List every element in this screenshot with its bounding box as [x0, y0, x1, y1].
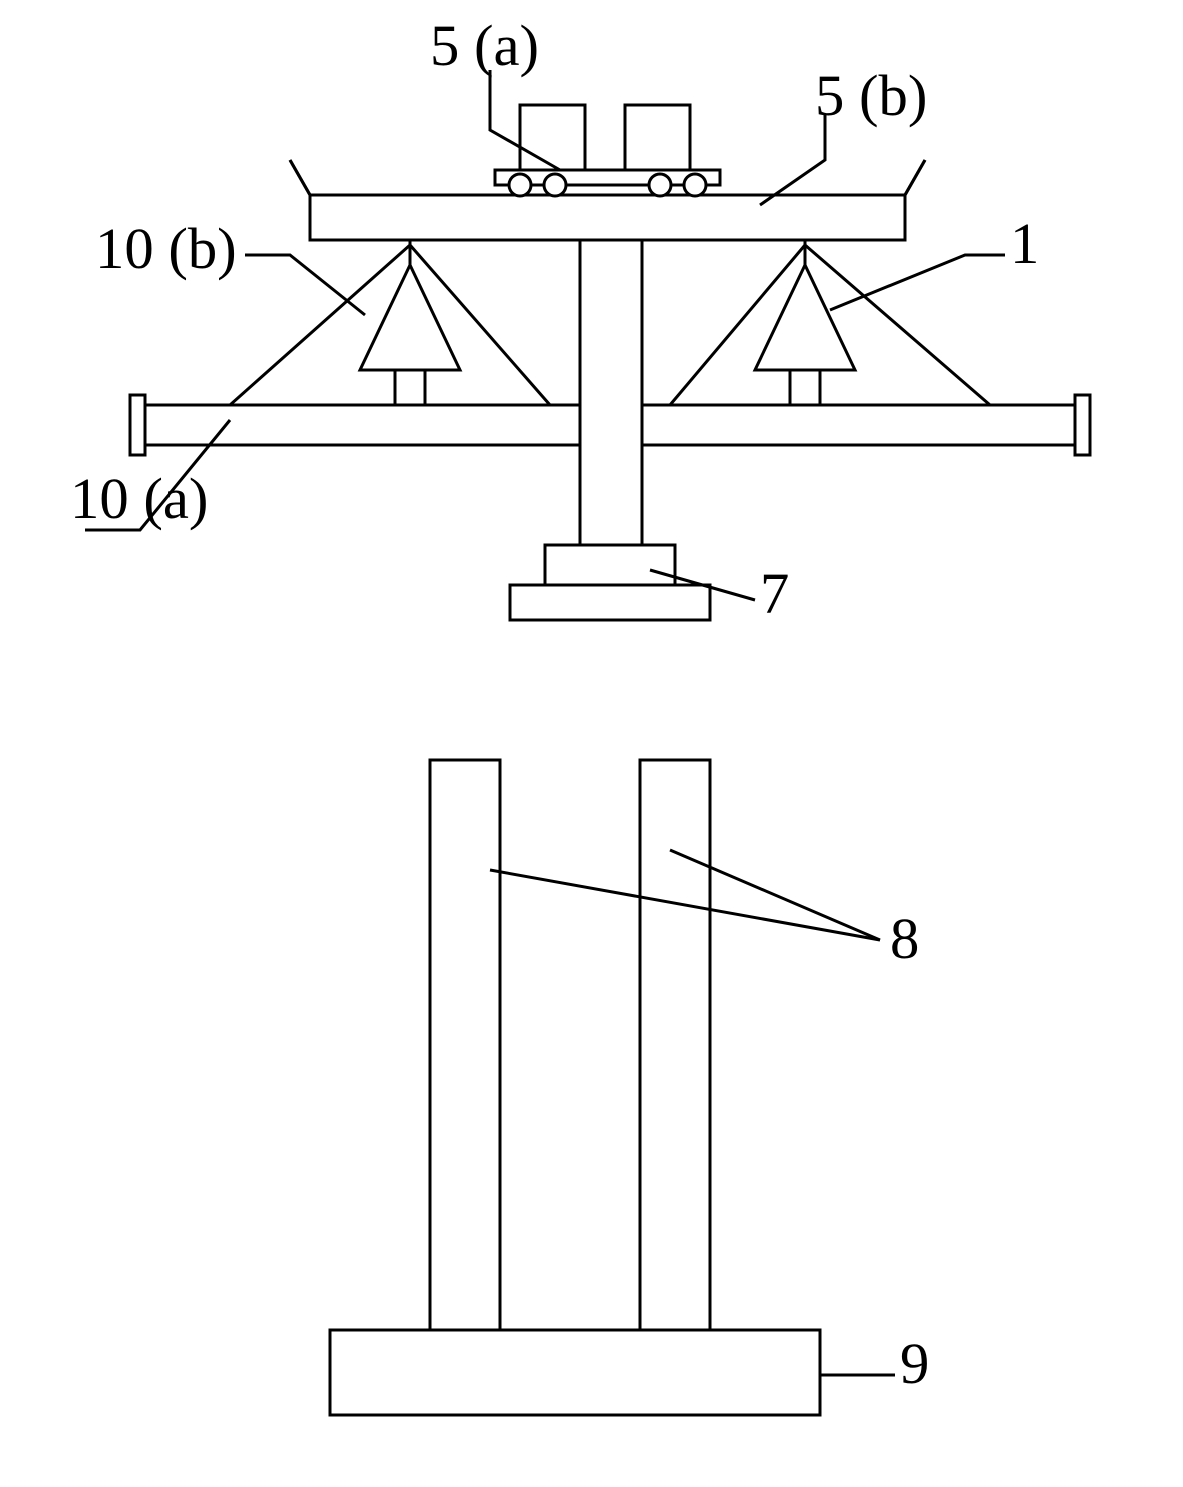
- column-right-8: [640, 760, 710, 1330]
- beam-endcap-left: [130, 395, 145, 455]
- column-left-8: [430, 760, 500, 1330]
- label-10b: 10 (b): [95, 215, 237, 282]
- beam-endcap-right: [1075, 395, 1090, 455]
- leader-1: [830, 255, 1005, 310]
- pier-column: [580, 220, 642, 545]
- label-5b: 5 (b): [815, 62, 927, 129]
- trolley-wheel-2: [649, 174, 671, 196]
- label-7: 7: [760, 560, 789, 627]
- label-1: 1: [1010, 210, 1039, 277]
- label-10a: 10 (a): [70, 465, 208, 532]
- trolley-wheel-1: [544, 174, 566, 196]
- support-right-triangle: [755, 265, 855, 370]
- deck-5b: [310, 195, 905, 240]
- pier-cap-lower-7: [510, 585, 710, 620]
- leader-10b: [245, 255, 365, 315]
- trolley-wheel-0: [509, 174, 531, 196]
- trolley-wheel-3: [684, 174, 706, 196]
- deck-lip-right-join: [905, 160, 925, 195]
- trolley-box-left: [520, 105, 585, 170]
- label-5a: 5 (a): [430, 12, 539, 79]
- deck-lip-left-join: [290, 160, 310, 195]
- support-left-triangle: [360, 265, 460, 370]
- base-slab-9: [330, 1330, 820, 1415]
- label-9: 9: [900, 1330, 929, 1397]
- trolley-box-right: [625, 105, 690, 170]
- label-8: 8: [890, 905, 919, 972]
- pier-cap-upper-7: [545, 545, 675, 585]
